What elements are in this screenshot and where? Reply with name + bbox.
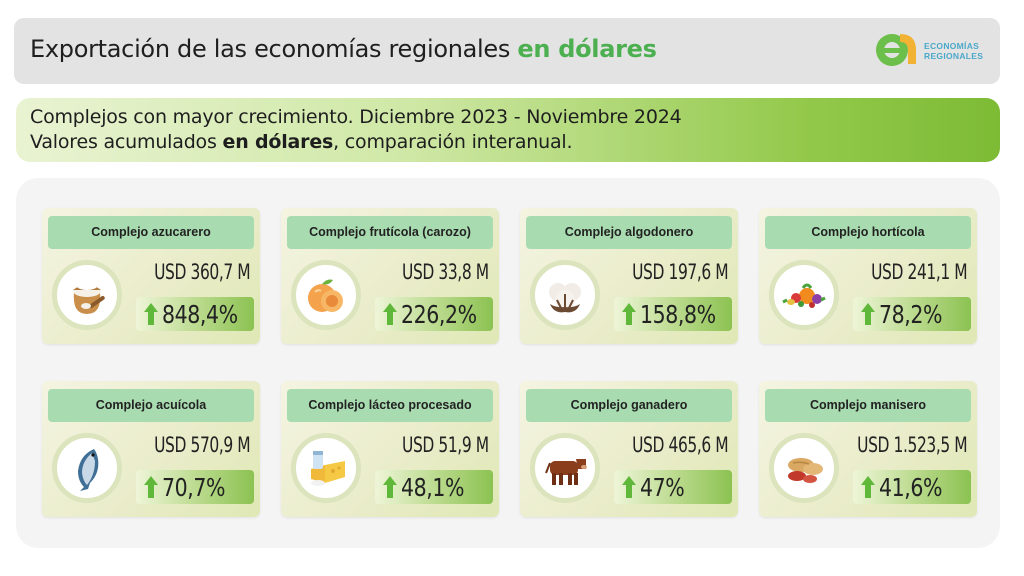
- growth-box: 41,6%: [853, 470, 971, 504]
- card-title: Complejo algodonero: [526, 216, 732, 249]
- card-title: Complejo ganadero: [526, 389, 732, 422]
- card-icon-circle: [530, 433, 600, 503]
- card-title: Complejo lácteo procesado: [287, 389, 493, 422]
- export-value: USD 51,9 M: [402, 433, 489, 457]
- card-icon-circle: [769, 260, 839, 330]
- dairy-icon: [311, 451, 345, 486]
- card-title: Complejo acuícola: [48, 389, 254, 422]
- peanut-icon: [788, 458, 823, 483]
- arrow-up-icon: [861, 476, 875, 498]
- export-value: USD 241,1 M: [870, 260, 968, 284]
- export-value: USD 360,7 M: [153, 260, 251, 284]
- card-icon-circle: [52, 260, 122, 330]
- growth-box: 78,2%: [853, 297, 971, 331]
- arrow-up-icon: [383, 476, 397, 498]
- subheader-banner: Complejos con mayor crecimiento. Diciemb…: [16, 98, 1000, 162]
- arrow-up-icon: [383, 303, 397, 325]
- header-bar: Exportación de las economías regionales …: [14, 18, 1000, 84]
- logo-line-2: REGIONALES: [924, 51, 984, 61]
- card-manisero: Complejo manisero USD 1.523,5 M 41,6%: [759, 381, 977, 517]
- cotton-icon: [549, 283, 581, 313]
- card-icon-circle: [291, 260, 361, 330]
- card-horticola: Complejo hortícola USD 241,1 M 78,2%: [759, 208, 977, 344]
- growth-percent: 158,8%: [640, 300, 716, 329]
- export-value: USD 197,6 M: [631, 260, 729, 284]
- fish-icon: [78, 449, 99, 491]
- sugar-sack-icon: [73, 282, 105, 314]
- page-title: Exportación de las economías regionales …: [30, 35, 657, 63]
- arrow-up-icon: [622, 476, 636, 498]
- arrow-up-icon: [144, 303, 158, 325]
- growth-percent: 41,6%: [879, 473, 943, 502]
- card-acuicola: Complejo acuícola USD 570,9 M 70,7%: [42, 381, 260, 517]
- export-value: USD 570,9 M: [153, 433, 251, 457]
- growth-percent: 78,2%: [879, 300, 943, 329]
- logo-line-1: ECONOMÍAS: [924, 41, 980, 51]
- growth-box: 226,2%: [375, 297, 493, 331]
- growth-percent: 48,1%: [401, 473, 465, 502]
- card-azucarero: Complejo azucarero USD 360,7 M 848,4%: [42, 208, 260, 344]
- subheader-line-2-bold: en dólares: [222, 131, 334, 153]
- subheader-line-2-pre: Valores acumulados: [30, 131, 223, 153]
- growth-box: 47%: [614, 470, 732, 504]
- arrow-up-icon: [861, 303, 875, 325]
- logo-text: ECONOMÍAS REGIONALES: [924, 41, 983, 61]
- card-fruticola: Complejo frutícola (carozo) USD 33,8 M 2…: [281, 208, 499, 344]
- export-value: USD 33,8 M: [402, 260, 489, 284]
- card-icon-circle: [52, 433, 122, 503]
- growth-percent: 70,7%: [162, 473, 226, 502]
- growth-box: 848,4%: [136, 297, 254, 331]
- card-title: Complejo azucarero: [48, 216, 254, 249]
- card-icon-circle: [291, 433, 361, 503]
- export-value: USD 1.523,5 M: [856, 433, 968, 457]
- page-title-main: Exportación de las economías regionales: [30, 35, 518, 63]
- growth-percent: 848,4%: [162, 300, 238, 329]
- growth-percent: 226,2%: [401, 300, 477, 329]
- card-icon-circle: [769, 433, 839, 503]
- subheader-line-1: Complejos con mayor crecimiento. Diciemb…: [30, 106, 682, 128]
- card-title: Complejo manisero: [765, 389, 971, 422]
- card-algodonero: Complejo algodonero USD 197,6 M 158,8%: [520, 208, 738, 344]
- cow-icon: [545, 459, 587, 485]
- card-lacteo: Complejo lácteo procesado USD 51,9 M 48,…: [281, 381, 499, 517]
- arrow-up-icon: [144, 476, 158, 498]
- growth-box: 48,1%: [375, 470, 493, 504]
- arrow-up-icon: [622, 303, 636, 325]
- peach-icon: [308, 279, 343, 312]
- growth-percent: 47%: [640, 473, 685, 502]
- growth-box: 70,7%: [136, 470, 254, 504]
- card-ganadero: Complejo ganadero USD 465,6 M 47%: [520, 381, 738, 517]
- card-title: Complejo frutícola (carozo): [287, 216, 493, 249]
- card-title: Complejo hortícola: [765, 216, 971, 249]
- page-title-highlight: en dólares: [517, 35, 657, 63]
- economias-regionales-logo: ECONOMÍAS REGIONALES: [872, 28, 984, 72]
- card-icon-circle: [530, 260, 600, 330]
- logo-mark-icon: [876, 34, 916, 66]
- vegetables-icon: [782, 283, 826, 308]
- subheader-line-2-post: , comparación interanual.: [333, 131, 573, 153]
- export-value: USD 465,6 M: [631, 433, 729, 457]
- growth-box: 158,8%: [614, 297, 732, 331]
- subheader-line-2: Valores acumulados en dólares, comparaci…: [30, 131, 573, 153]
